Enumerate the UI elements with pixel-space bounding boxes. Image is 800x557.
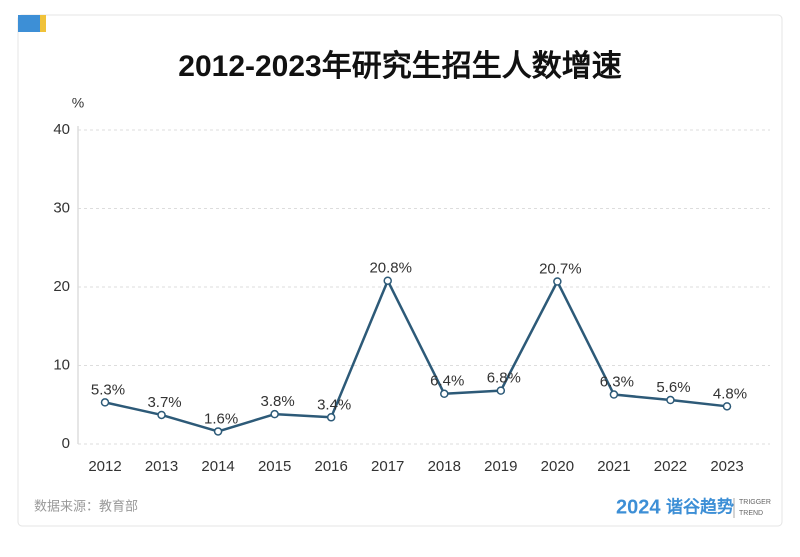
y-tick-label: 30 (53, 199, 70, 216)
point (100, 398, 110, 407)
value-label: 6.4% (430, 373, 464, 390)
x-tick-label: 2012 (88, 458, 121, 475)
point (722, 402, 732, 411)
point (609, 390, 619, 399)
x-tick-label: 2021 (597, 458, 630, 475)
tab (18, 15, 40, 32)
tab-accent (40, 15, 46, 32)
line (104, 279, 728, 433)
point (213, 427, 223, 436)
y-tick-label: 10 (53, 356, 70, 373)
point (270, 409, 279, 419)
logo-name: 谐谷趋势 (666, 496, 734, 516)
x-tick-label: 2014 (201, 458, 234, 475)
x-tick-label: 2023 (710, 458, 743, 475)
point (666, 395, 675, 405)
value-label: 20.7% (539, 260, 582, 277)
value-label: 4.8% (713, 385, 747, 402)
card (17, 14, 783, 527)
x-tick-label: 2022 (654, 458, 687, 475)
value-label: 20.8% (369, 260, 412, 277)
y-unit: % (72, 95, 84, 111)
x-tick-label: 2016 (314, 458, 347, 475)
value-label: 3.4% (317, 396, 351, 413)
point (383, 276, 392, 285)
value-label: 6.8% (487, 370, 521, 387)
source: 数据来源：教育部 (34, 498, 138, 513)
x-tick-label: 2017 (371, 458, 404, 475)
y-tick-label: 20 (53, 278, 70, 295)
x-tick-label: 2015 (258, 458, 291, 475)
value-label: 5.3% (91, 381, 125, 398)
value-label: 1.6% (204, 410, 238, 427)
y-tick-label: 0 (62, 435, 70, 452)
point (553, 277, 562, 286)
value-label: 5.6% (656, 379, 690, 396)
x-tick-label: 2013 (145, 458, 178, 475)
point (326, 413, 336, 422)
x-tick-label: 2019 (484, 458, 517, 475)
logo-en: TREND (739, 510, 763, 517)
chart-title: 2012-2023年研究生招生人数增速 (178, 49, 621, 83)
x-tick-label: 2018 (428, 458, 461, 475)
logo-year: 2024 (616, 496, 661, 518)
value-label: 3.8% (261, 393, 295, 410)
point (440, 389, 449, 399)
value-label: 3.7% (147, 394, 181, 411)
x-tick-label: 2020 (541, 458, 574, 475)
point (496, 386, 506, 395)
value-label: 6.3% (600, 374, 634, 391)
point (157, 410, 166, 420)
y-tick-label: 40 (53, 121, 70, 138)
logo-en: TRIGGER (739, 499, 771, 506)
